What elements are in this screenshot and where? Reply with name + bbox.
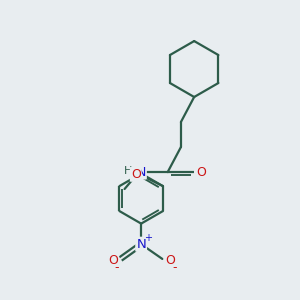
Text: O: O: [108, 254, 118, 267]
Text: H: H: [124, 167, 132, 176]
Text: O: O: [196, 166, 206, 178]
Text: N: N: [136, 238, 146, 251]
Text: O: O: [165, 254, 175, 267]
Text: -: -: [172, 261, 176, 274]
Text: +: +: [144, 233, 152, 243]
Text: N: N: [136, 166, 146, 178]
Text: O: O: [131, 168, 141, 181]
Text: -: -: [115, 261, 119, 274]
